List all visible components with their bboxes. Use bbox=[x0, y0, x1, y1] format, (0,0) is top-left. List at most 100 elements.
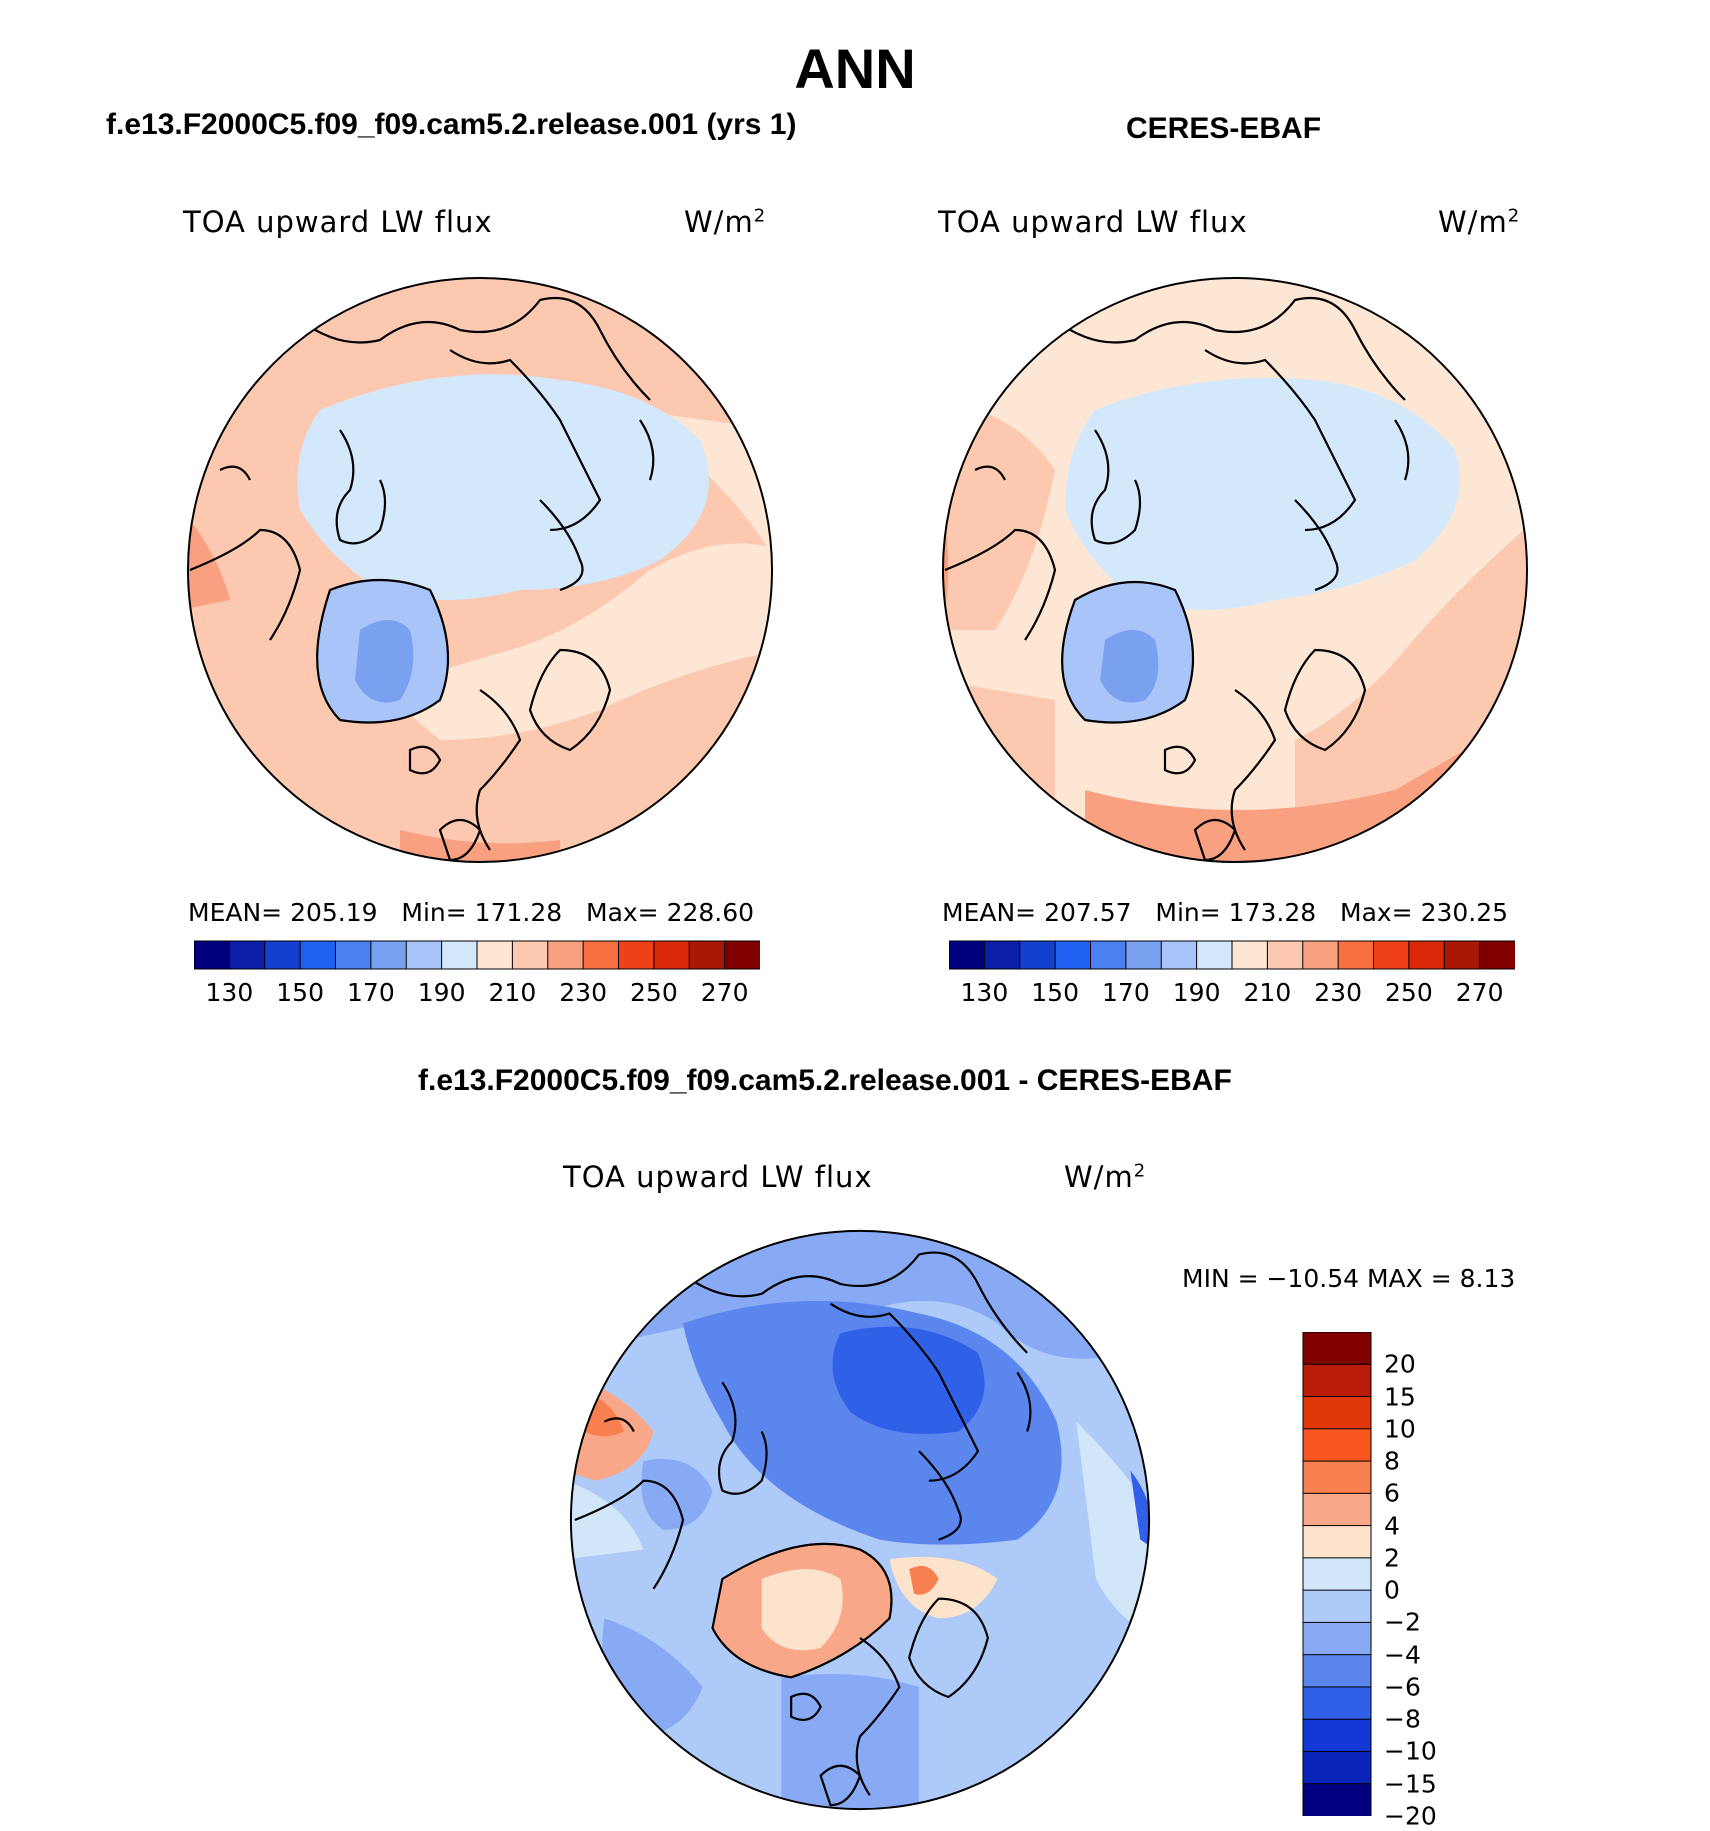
obs-colorbar-swatch bbox=[1266, 940, 1304, 970]
obs-colorbar-tick-label: 190 bbox=[1172, 978, 1221, 1007]
diff-colorbar-swatch bbox=[1302, 1654, 1372, 1688]
diff-variable-label: TOA upward LW flux bbox=[563, 1160, 873, 1194]
obs-colorbar-swatch bbox=[1196, 940, 1234, 970]
model-colorbar-swatch bbox=[441, 940, 479, 970]
main-title: ANN bbox=[794, 37, 916, 100]
diff-colorbar-tick-label: 15 bbox=[1384, 1382, 1416, 1412]
model-colorbar-swatch bbox=[299, 940, 337, 970]
diff-minmax: MIN = −10.54 MAX = 8.13 bbox=[1182, 1264, 1516, 1293]
model-colorbar-swatch bbox=[688, 940, 726, 970]
model-stats: MEAN= 205.19 Min= 171.28 Max= 228.60 bbox=[188, 898, 755, 927]
model-colorbar-swatch bbox=[547, 940, 585, 970]
diff-colorbar-tick-label: −8 bbox=[1384, 1704, 1421, 1734]
model-colorbar-swatch bbox=[264, 940, 302, 970]
diff-colorbar-swatch bbox=[1302, 1783, 1372, 1816]
obs-colorbar-tick-label: 230 bbox=[1314, 978, 1362, 1007]
model-colorbar-swatch bbox=[511, 940, 549, 970]
obs-polar-map bbox=[942, 277, 1528, 863]
obs-colorbar-swatch bbox=[1019, 940, 1057, 970]
obs-colorbar-ticks: 130 150 170 190 210 230 250 270 bbox=[949, 978, 1515, 1010]
diff-colorbar-tick-label: −15 bbox=[1384, 1769, 1437, 1799]
obs-colorbar-tick-label: 150 bbox=[1031, 978, 1079, 1007]
obs-colorbar bbox=[949, 940, 1515, 970]
obs-panel-heading: CERES-EBAF bbox=[1126, 112, 1322, 145]
diff-colorbar-swatch bbox=[1302, 1363, 1372, 1398]
model-colorbar-tick-label: 150 bbox=[276, 978, 324, 1007]
diff-colorbar-swatch bbox=[1302, 1332, 1372, 1366]
diff-colorbar-tick-label: −6 bbox=[1384, 1672, 1421, 1702]
diff-colorbar-tick-label: 4 bbox=[1384, 1511, 1400, 1541]
model-colorbar-swatch bbox=[653, 940, 691, 970]
diff-colorbar-tick-label: −10 bbox=[1384, 1736, 1437, 1766]
diff-colorbar-swatch bbox=[1302, 1525, 1372, 1559]
diff-colorbar bbox=[1302, 1332, 1372, 1816]
obs-colorbar-swatch bbox=[1231, 940, 1269, 970]
model-colorbar-ticks: 130 150 170 190 210 230 250 270 bbox=[194, 978, 760, 1010]
diff-colorbar-swatch bbox=[1302, 1621, 1372, 1656]
obs-colorbar-tick-label: 170 bbox=[1102, 978, 1150, 1007]
obs-colorbar-swatch bbox=[1337, 940, 1375, 970]
model-colorbar-swatch bbox=[228, 940, 266, 970]
diff-colorbar-swatch bbox=[1302, 1396, 1372, 1430]
diff-colorbar-swatch bbox=[1302, 1718, 1372, 1753]
diff-colorbar-ticks: 20 15 10 8 6 4 2 0 −2 −4 −6 −8 −10 −15 −20 bbox=[1384, 1332, 1464, 1831]
diff-colorbar-tick-label: 20 bbox=[1384, 1349, 1416, 1379]
diff-colorbar-swatch bbox=[1302, 1492, 1372, 1527]
obs-colorbar-swatch bbox=[1054, 940, 1092, 970]
diff-colorbar-swatch bbox=[1302, 1557, 1372, 1592]
obs-colorbar-tick-label: 210 bbox=[1243, 978, 1292, 1007]
diff-colorbar-swatch bbox=[1302, 1589, 1372, 1624]
obs-colorbar-swatch bbox=[983, 940, 1021, 970]
model-colorbar-tick-label: 130 bbox=[205, 978, 254, 1007]
obs-colorbar-swatch bbox=[1125, 940, 1163, 970]
obs-colorbar-swatch bbox=[1302, 940, 1340, 970]
model-colorbar-swatch bbox=[618, 940, 655, 970]
diff-colorbar-swatch bbox=[1302, 1460, 1372, 1495]
obs-colorbar-swatch bbox=[1373, 940, 1410, 970]
obs-colorbar-tick-label: 130 bbox=[960, 978, 1009, 1007]
model-polar-map bbox=[187, 277, 773, 863]
model-colorbar-swatch bbox=[194, 940, 231, 970]
model-units-label: W/m2 bbox=[684, 205, 767, 239]
model-colorbar-tick-label: 270 bbox=[700, 978, 749, 1007]
model-colorbar-tick-label: 250 bbox=[630, 978, 678, 1007]
diff-colorbar-tick-label: −20 bbox=[1384, 1801, 1437, 1831]
model-colorbar-tick-label: 170 bbox=[347, 978, 395, 1007]
model-colorbar-swatch bbox=[370, 940, 408, 970]
obs-stats: MEAN= 207.57 Min= 173.28 Max= 230.25 bbox=[942, 898, 1509, 927]
diff-units-label: W/m2 bbox=[1064, 1160, 1147, 1194]
model-colorbar-swatch bbox=[405, 940, 443, 970]
diff-colorbar-tick-label: 2 bbox=[1384, 1543, 1400, 1573]
model-colorbar-swatch bbox=[724, 940, 760, 970]
obs-variable-label: TOA upward LW flux bbox=[938, 205, 1248, 239]
diff-panel-heading: f.e13.F2000C5.f09_f09.cam5.2.release.001… bbox=[418, 1064, 1232, 1097]
model-colorbar bbox=[194, 940, 760, 970]
diff-polar-map bbox=[569, 1229, 1151, 1811]
model-colorbar-swatch bbox=[582, 940, 620, 970]
diff-colorbar-tick-label: 0 bbox=[1384, 1575, 1400, 1605]
model-colorbar-tick-label: 230 bbox=[559, 978, 607, 1007]
obs-units-label: W/m2 bbox=[1438, 205, 1521, 239]
diff-colorbar-tick-label: −4 bbox=[1384, 1640, 1421, 1670]
diff-colorbar-tick-label: −2 bbox=[1384, 1607, 1421, 1637]
model-colorbar-tick-label: 190 bbox=[417, 978, 466, 1007]
obs-colorbar-swatch bbox=[1443, 940, 1481, 970]
model-panel-heading: f.e13.F2000C5.f09_f09.cam5.2.release.001… bbox=[106, 108, 797, 141]
diff-colorbar-swatch bbox=[1302, 1428, 1372, 1463]
diff-colorbar-swatch bbox=[1302, 1750, 1372, 1785]
diff-colorbar-tick-label: 8 bbox=[1384, 1446, 1400, 1476]
diff-colorbar-tick-label: 10 bbox=[1384, 1414, 1416, 1444]
obs-colorbar-swatch bbox=[1479, 940, 1515, 970]
model-colorbar-swatch bbox=[476, 940, 514, 970]
obs-colorbar-swatch bbox=[1408, 940, 1446, 970]
diff-colorbar-tick-label: 6 bbox=[1384, 1478, 1400, 1508]
obs-colorbar-tick-label: 270 bbox=[1455, 978, 1504, 1007]
model-colorbar-swatch bbox=[335, 940, 372, 970]
model-variable-label: TOA upward LW flux bbox=[183, 205, 493, 239]
diff-colorbar-swatch bbox=[1302, 1686, 1372, 1721]
model-colorbar-tick-label: 210 bbox=[488, 978, 537, 1007]
obs-colorbar-swatch bbox=[1160, 940, 1198, 970]
obs-colorbar-swatch bbox=[1090, 940, 1127, 970]
obs-colorbar-swatch bbox=[949, 940, 986, 970]
obs-colorbar-tick-label: 250 bbox=[1385, 978, 1433, 1007]
